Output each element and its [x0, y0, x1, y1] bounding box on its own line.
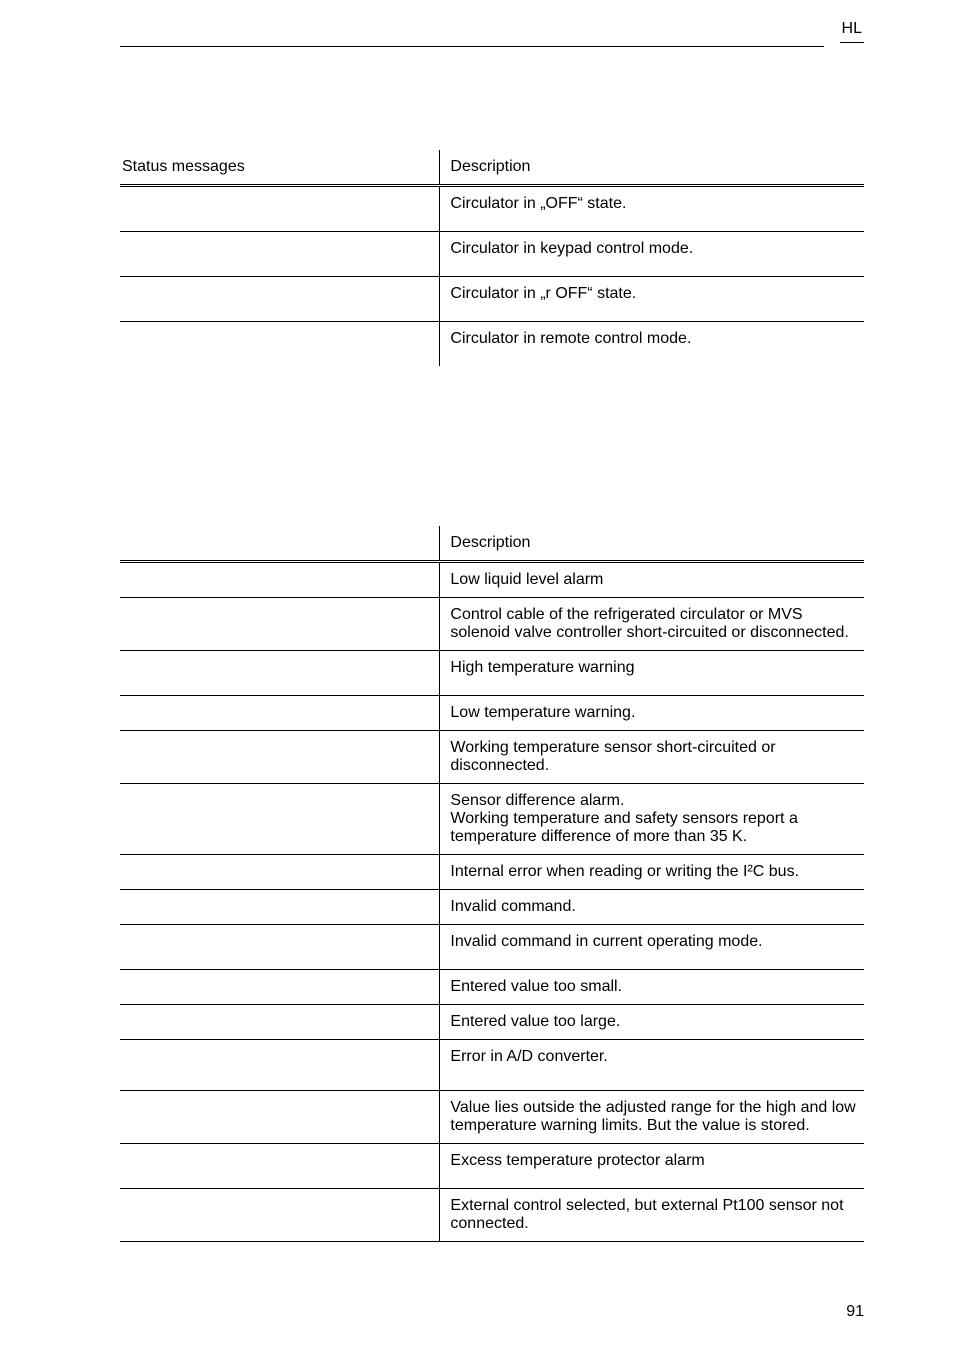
- table2-row-left: [120, 925, 440, 970]
- header-label: HL: [840, 20, 864, 43]
- table1-row-right: Circulator in „OFF“ state.: [440, 186, 864, 232]
- table2-row-right: Internal error when reading or writing t…: [440, 855, 864, 890]
- table2-row-left: [120, 784, 440, 855]
- table1-row-left: [120, 322, 440, 367]
- table2-head-left: [120, 526, 440, 562]
- table1-row-right: Circulator in keypad control mode.: [440, 232, 864, 277]
- table2-row-left: [120, 731, 440, 784]
- table2-head-right: Description: [440, 526, 864, 562]
- table2-row-right: External control selected, but external …: [440, 1189, 864, 1242]
- table1-head-right: Description: [440, 150, 864, 186]
- table2-row-right: Excess temperature protector alarm: [440, 1144, 864, 1189]
- table1-row-right: Circulator in „r OFF“ state.: [440, 277, 864, 322]
- table2-row-left: [120, 855, 440, 890]
- table2-row-right: Error in A/D converter.: [440, 1040, 864, 1091]
- status-messages-table: Status messages Description Circulator i…: [120, 150, 864, 366]
- table2-row-right: Sensor difference alarm.Working temperat…: [440, 784, 864, 855]
- description-table: Description Low liquid level alarm Contr…: [120, 526, 864, 1242]
- table2-row-right: Low temperature warning.: [440, 696, 864, 731]
- page-number: 91: [846, 1303, 864, 1321]
- table2-row-right: Invalid command in current operating mod…: [440, 925, 864, 970]
- table2-row-right: High temperature warning: [440, 651, 864, 696]
- table2-row-left: [120, 651, 440, 696]
- table2-row-right: Entered value too large.: [440, 1005, 864, 1040]
- table2-row-right: Entered value too small.: [440, 970, 864, 1005]
- table2-row-left: [120, 1091, 440, 1144]
- table2-row-left: [120, 890, 440, 925]
- table1-row-right: Circulator in remote control mode.: [440, 322, 864, 367]
- header-rule: [120, 46, 824, 47]
- table2-row-right: Invalid command.: [440, 890, 864, 925]
- table1-row-left: [120, 232, 440, 277]
- table2-row-right: Control cable of the refrigerated circul…: [440, 598, 864, 651]
- table2-row-left: [120, 1040, 440, 1091]
- table2-row-left: [120, 562, 440, 598]
- table2-row-right: Value lies outside the adjusted range fo…: [440, 1091, 864, 1144]
- table2-row-left: [120, 696, 440, 731]
- table2-row-right: Working temperature sensor short-circuit…: [440, 731, 864, 784]
- table1-head-left: Status messages: [120, 150, 440, 186]
- table1-row-left: [120, 277, 440, 322]
- table2-row-left: [120, 1189, 440, 1242]
- table1-row-left: [120, 186, 440, 232]
- table2-row-left: [120, 1144, 440, 1189]
- table2-row-right: Low liquid level alarm: [440, 562, 864, 598]
- table2-row-left: [120, 1005, 440, 1040]
- table2-row-left: [120, 970, 440, 1005]
- table2-row-left: [120, 598, 440, 651]
